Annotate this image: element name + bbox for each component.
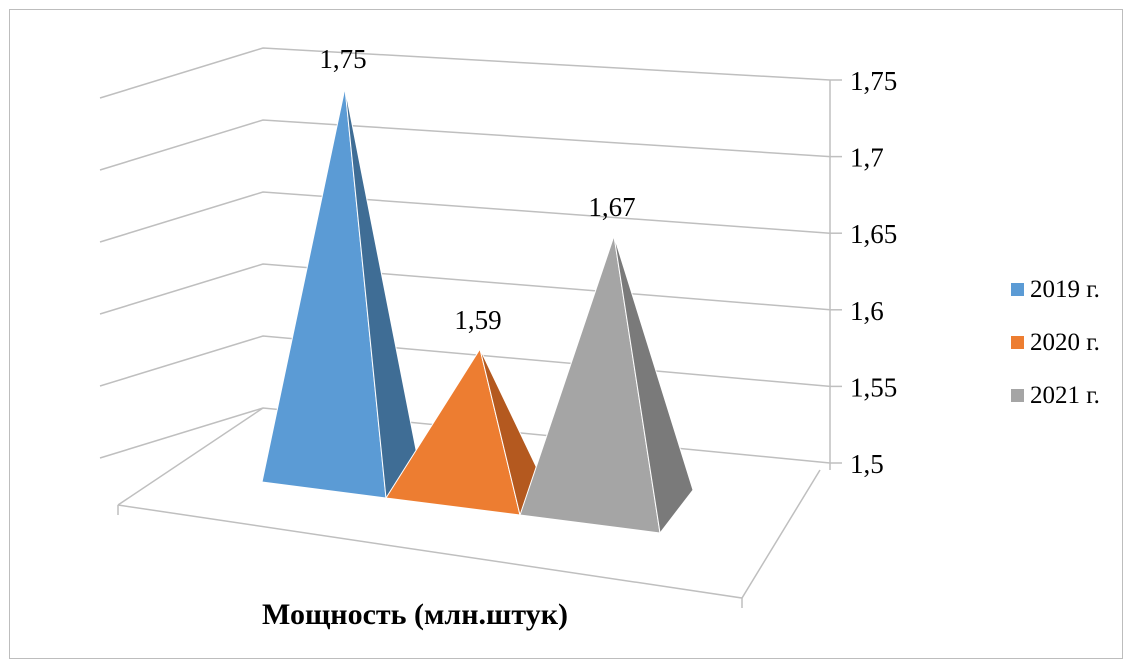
legend-label: 2021 г. (1030, 382, 1100, 409)
legend: 2019 г. 2020 г. 2021 г. (1011, 276, 1100, 409)
y-tick-label: 1,5 (850, 449, 884, 479)
y-tick-label: 1,75 (850, 66, 897, 96)
data-label: 1,59 (454, 305, 501, 335)
data-labels: 1,75 1,59 1,67 (319, 44, 635, 335)
y-tick-label: 1,65 (850, 219, 897, 249)
data-label: 1,75 (319, 44, 366, 74)
legend-swatch (1011, 336, 1024, 349)
chart-frame (9, 9, 1123, 659)
legend-swatch (1011, 389, 1024, 402)
chart-walls (117, 80, 831, 608)
side-wall-bottom (117, 407, 264, 506)
y-tick-label: 1,55 (850, 372, 897, 402)
data-label: 1,67 (588, 192, 635, 222)
y-tick-label: 1,7 (850, 143, 884, 173)
legend-swatch (1011, 283, 1024, 296)
gridline (99, 119, 831, 171)
gridline (99, 47, 831, 99)
pyramid-bars (261, 87, 694, 535)
y-axis-ticks: 1,5 1,55 1,6 1,65 1,7 1,75 (850, 66, 897, 479)
gridline (99, 263, 831, 315)
gridline (99, 191, 831, 243)
legend-label: 2019 г. (1030, 276, 1100, 303)
pyramid-side-face (613, 235, 694, 535)
x-axis-title: Мощность (млн.штук) (262, 598, 568, 631)
legend-label: 2020 г. (1030, 329, 1100, 356)
y-tick-label: 1,6 (850, 296, 884, 326)
